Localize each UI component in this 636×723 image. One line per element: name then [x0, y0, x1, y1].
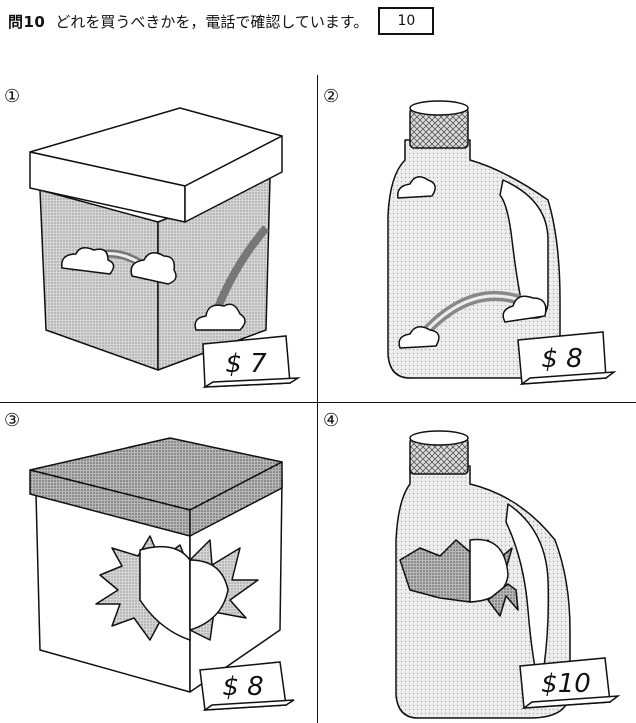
option-2-bottle-illustration [387, 100, 561, 379]
question-header: 問10 どれを買うべきかを，電話で確認しています。 10 [8, 7, 435, 35]
answer-box[interactable]: 10 [378, 7, 435, 35]
option-1-price-tag [202, 335, 301, 388]
option-1-box-illustration [29, 107, 283, 371]
question-text: どれを買うべきかを，電話で確認しています。 [55, 12, 369, 31]
option-4-marker[interactable]: ④ [323, 410, 340, 431]
option-4-price-tag [519, 657, 621, 709]
question-number: 問10 [8, 12, 46, 31]
grid-vertical-divider [317, 75, 318, 723]
grid-horizontal-divider [0, 402, 636, 403]
option-3-price-tag [199, 661, 295, 711]
option-2-price-tag [517, 331, 617, 385]
option-3-marker[interactable]: ③ [4, 410, 21, 431]
option-1-marker[interactable]: ① [4, 86, 21, 107]
option-2-marker[interactable]: ② [323, 86, 340, 107]
option-4-price: $10 [541, 669, 591, 699]
option-3-price: $ 8 [222, 672, 264, 702]
option-3-box-illustration [29, 437, 283, 693]
option-2-price: $ 8 [541, 344, 583, 374]
option-4-bottle-illustration [395, 430, 571, 719]
option-1-price: $ 7 [225, 349, 267, 379]
